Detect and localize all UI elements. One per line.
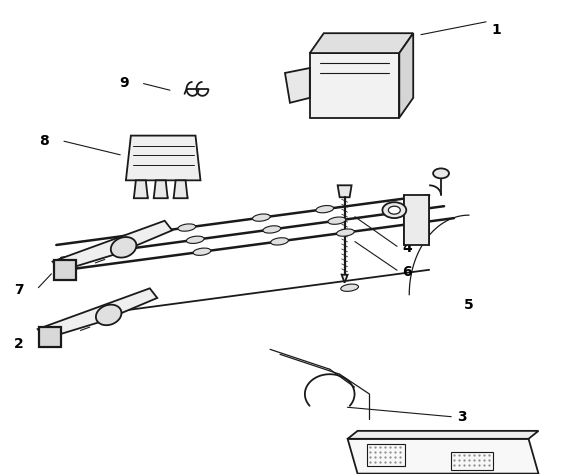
Text: 6: 6: [402, 265, 412, 279]
Polygon shape: [154, 180, 167, 198]
Polygon shape: [400, 33, 413, 118]
Ellipse shape: [337, 229, 354, 236]
Polygon shape: [310, 33, 413, 53]
Polygon shape: [285, 68, 310, 103]
Ellipse shape: [328, 217, 346, 224]
Polygon shape: [126, 135, 201, 180]
Polygon shape: [342, 275, 348, 283]
Polygon shape: [39, 327, 61, 347]
Polygon shape: [38, 288, 157, 339]
Ellipse shape: [111, 237, 137, 257]
Ellipse shape: [96, 304, 121, 325]
Ellipse shape: [271, 238, 288, 245]
Text: 1: 1: [492, 23, 501, 37]
Polygon shape: [53, 221, 172, 271]
Text: 8: 8: [39, 133, 49, 148]
Ellipse shape: [388, 206, 400, 214]
Ellipse shape: [193, 248, 211, 256]
Text: 5: 5: [464, 298, 474, 312]
Polygon shape: [134, 180, 148, 198]
Polygon shape: [348, 439, 538, 474]
Polygon shape: [348, 431, 538, 439]
Ellipse shape: [382, 202, 406, 218]
Ellipse shape: [341, 284, 359, 291]
Polygon shape: [404, 195, 429, 245]
Text: 7: 7: [14, 283, 24, 297]
Ellipse shape: [187, 236, 204, 243]
Polygon shape: [338, 185, 352, 197]
Text: 4: 4: [402, 241, 412, 255]
Polygon shape: [310, 53, 400, 118]
Ellipse shape: [178, 224, 196, 231]
Ellipse shape: [252, 214, 270, 221]
Text: 3: 3: [457, 410, 466, 424]
Text: 9: 9: [119, 76, 129, 90]
Ellipse shape: [433, 169, 449, 178]
Ellipse shape: [316, 206, 334, 213]
Ellipse shape: [263, 226, 280, 233]
Polygon shape: [174, 180, 188, 198]
Polygon shape: [55, 260, 76, 280]
Text: 2: 2: [13, 337, 24, 352]
